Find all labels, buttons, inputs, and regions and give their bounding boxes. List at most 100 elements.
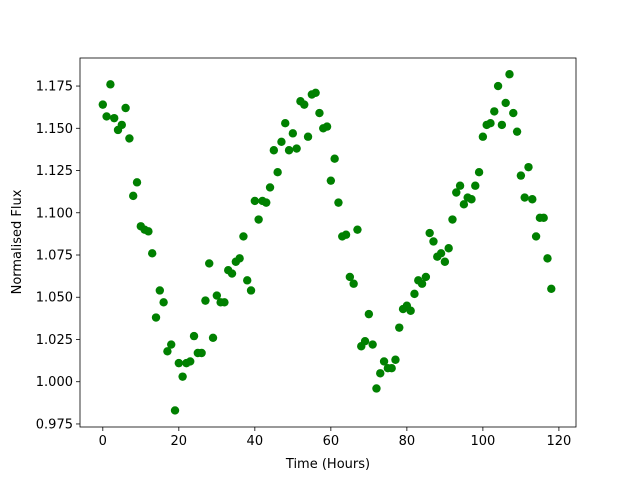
point [490, 107, 499, 116]
y-axis-label: Normalised Flux [10, 189, 25, 294]
point [543, 254, 552, 263]
point [98, 100, 108, 109]
y-tick-label: 1.100 [36, 206, 73, 221]
point [148, 249, 157, 258]
point [345, 272, 355, 282]
point [102, 112, 111, 121]
point [132, 178, 142, 187]
point [205, 259, 214, 268]
point [425, 228, 434, 238]
point [125, 134, 134, 143]
point [368, 340, 377, 349]
point [227, 269, 237, 278]
point [288, 129, 298, 138]
y-tick-label: 1.175 [36, 80, 73, 95]
point [406, 306, 415, 315]
point [273, 168, 282, 177]
point [452, 188, 461, 197]
point [163, 347, 172, 356]
point [144, 227, 153, 236]
x-tick-label: 0 [99, 434, 107, 449]
point [170, 406, 180, 415]
point [417, 279, 427, 288]
point [448, 215, 457, 224]
point [353, 225, 362, 234]
point [250, 196, 260, 206]
point [360, 336, 370, 346]
y-tick-label: 0.975 [36, 417, 73, 432]
point [212, 291, 222, 300]
point [528, 195, 537, 204]
point [501, 98, 510, 108]
y-tick-label: 1.125 [36, 164, 73, 179]
point [436, 249, 446, 258]
point [349, 279, 358, 288]
axes-frame [79, 57, 577, 428]
point [429, 237, 438, 246]
point [277, 137, 286, 147]
point [372, 384, 381, 393]
point [243, 276, 252, 285]
point [322, 122, 332, 131]
point [531, 232, 541, 241]
point [303, 132, 313, 141]
point [509, 108, 518, 118]
point [246, 286, 256, 295]
point [197, 348, 206, 358]
point [512, 127, 522, 136]
y-tick-label: 1.050 [36, 291, 73, 306]
point [341, 230, 351, 239]
point [387, 364, 396, 373]
point [178, 372, 187, 381]
point [167, 340, 176, 349]
point [315, 108, 324, 118]
point [455, 181, 465, 190]
point [520, 193, 529, 202]
point [201, 296, 210, 305]
x-tick-label: 20 [171, 434, 188, 449]
x-tick-label: 80 [399, 434, 416, 449]
point [239, 232, 248, 241]
point [486, 119, 495, 128]
point [379, 357, 389, 366]
x-tick-label: 120 [546, 434, 571, 449]
point [151, 313, 161, 322]
point [440, 257, 450, 266]
point [547, 284, 556, 293]
point [129, 191, 138, 201]
point [269, 146, 279, 155]
point [284, 146, 294, 155]
point [189, 331, 199, 341]
point [159, 298, 168, 307]
point [174, 358, 184, 368]
x-tick-label: 40 [247, 434, 264, 449]
point [391, 355, 400, 364]
point [376, 369, 385, 378]
point [364, 309, 374, 319]
point [516, 171, 526, 180]
point [539, 213, 548, 223]
point [505, 70, 514, 79]
y-tick-label: 1.025 [36, 333, 73, 348]
point [493, 81, 503, 91]
point [311, 88, 320, 98]
point [471, 181, 480, 190]
point [410, 289, 419, 299]
point [524, 162, 533, 172]
point [421, 272, 431, 282]
y-tick-label: 1.000 [36, 375, 73, 390]
point [220, 298, 229, 307]
point [110, 113, 119, 123]
x-tick-label: 100 [470, 434, 495, 449]
point [478, 132, 488, 141]
point [235, 254, 244, 263]
x-axis-label: Time (Hours) [285, 457, 370, 472]
point [106, 80, 115, 89]
point [155, 286, 165, 295]
point [300, 100, 309, 109]
point [334, 198, 343, 207]
point [474, 168, 484, 177]
point [262, 198, 271, 207]
